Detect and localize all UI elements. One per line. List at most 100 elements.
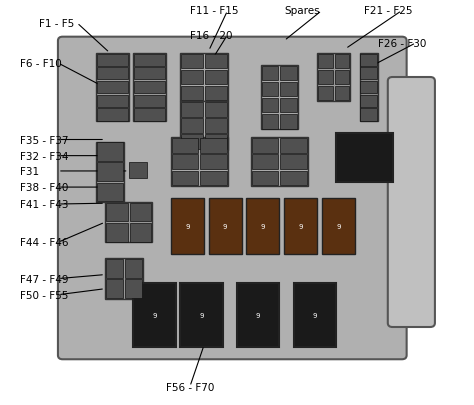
Text: F44 - F46: F44 - F46 [20, 238, 69, 248]
Text: F50 - F55: F50 - F55 [20, 290, 69, 300]
Bar [133, 283, 176, 347]
Text: F38 - F40: F38 - F40 [20, 183, 69, 193]
Bar [182, 55, 203, 69]
Text: 9: 9 [256, 312, 260, 318]
Bar [97, 82, 128, 94]
Bar [322, 198, 355, 255]
Text: F35 - F37: F35 - F37 [20, 135, 69, 145]
Bar [252, 139, 278, 153]
Text: 9: 9 [152, 312, 157, 318]
Bar [360, 109, 377, 121]
Text: F21 - F25: F21 - F25 [364, 6, 413, 17]
Bar [318, 55, 333, 69]
Bar [205, 70, 227, 85]
Bar [318, 87, 333, 101]
Bar [105, 259, 143, 299]
Text: 9: 9 [223, 224, 228, 230]
Text: 9: 9 [336, 224, 340, 230]
Bar [317, 54, 350, 102]
Bar [209, 198, 242, 255]
Bar [134, 68, 165, 80]
Bar [335, 87, 349, 101]
Bar [200, 139, 227, 153]
Bar [133, 54, 166, 122]
Bar [200, 171, 227, 185]
Bar [237, 283, 279, 347]
Bar [105, 202, 152, 243]
Bar [200, 155, 227, 170]
Bar [181, 283, 223, 347]
Text: 9: 9 [312, 312, 317, 318]
Bar [97, 163, 123, 181]
Bar [134, 109, 165, 121]
Bar [129, 224, 151, 242]
Bar [280, 115, 297, 129]
Bar [106, 280, 123, 298]
Bar [182, 87, 203, 101]
Bar [96, 142, 124, 202]
Text: 9: 9 [200, 312, 204, 318]
Text: F32 - F34: F32 - F34 [20, 151, 69, 161]
Text: F56 - F70: F56 - F70 [166, 382, 214, 392]
Bar [360, 55, 377, 66]
Bar [205, 135, 227, 149]
Bar [246, 198, 279, 255]
Bar [106, 224, 128, 242]
Bar [182, 103, 203, 117]
Bar [134, 55, 165, 66]
Bar [280, 83, 297, 97]
Bar [262, 115, 278, 129]
Bar [182, 70, 203, 85]
Bar [262, 66, 278, 81]
Bar [97, 183, 123, 202]
Bar [252, 171, 278, 185]
Bar [262, 83, 278, 97]
Bar [280, 171, 307, 185]
Bar [172, 171, 198, 185]
Bar [280, 139, 307, 153]
Bar [106, 203, 128, 222]
Bar [205, 55, 227, 69]
Bar [97, 68, 128, 80]
Bar [181, 102, 228, 150]
Bar [172, 139, 198, 153]
Bar [171, 198, 204, 255]
Bar [284, 198, 317, 255]
Bar [205, 119, 227, 133]
Text: 9: 9 [298, 224, 303, 230]
Bar [359, 54, 378, 122]
Bar [318, 70, 333, 85]
Text: F26 - F30: F26 - F30 [378, 38, 427, 49]
Bar [125, 260, 142, 278]
Text: Spares: Spares [284, 6, 320, 17]
Bar [280, 99, 297, 113]
Bar [172, 155, 198, 170]
FancyBboxPatch shape [388, 78, 435, 327]
Bar [336, 134, 392, 182]
Bar [335, 55, 349, 69]
Bar [106, 260, 123, 278]
Bar [252, 155, 278, 170]
Text: F16 - 20: F16 - 20 [190, 31, 232, 40]
Bar [182, 119, 203, 133]
Bar [251, 138, 308, 186]
Text: F6 - F10: F6 - F10 [20, 59, 62, 69]
Bar [97, 55, 128, 66]
Text: F41 - F43: F41 - F43 [20, 200, 69, 209]
Text: F11 - F15: F11 - F15 [190, 6, 238, 17]
Bar [205, 87, 227, 101]
Bar [262, 99, 278, 113]
Text: F1 - F5: F1 - F5 [39, 19, 74, 28]
Bar [125, 280, 142, 298]
Bar [182, 135, 203, 149]
Bar [128, 162, 147, 178]
Bar [181, 54, 228, 102]
FancyBboxPatch shape [58, 38, 407, 359]
Bar [134, 96, 165, 108]
Bar [134, 82, 165, 94]
Bar [97, 96, 128, 108]
Bar [335, 70, 349, 85]
Bar [129, 203, 151, 222]
Bar [97, 143, 123, 162]
Text: F47 - F49: F47 - F49 [20, 274, 69, 284]
